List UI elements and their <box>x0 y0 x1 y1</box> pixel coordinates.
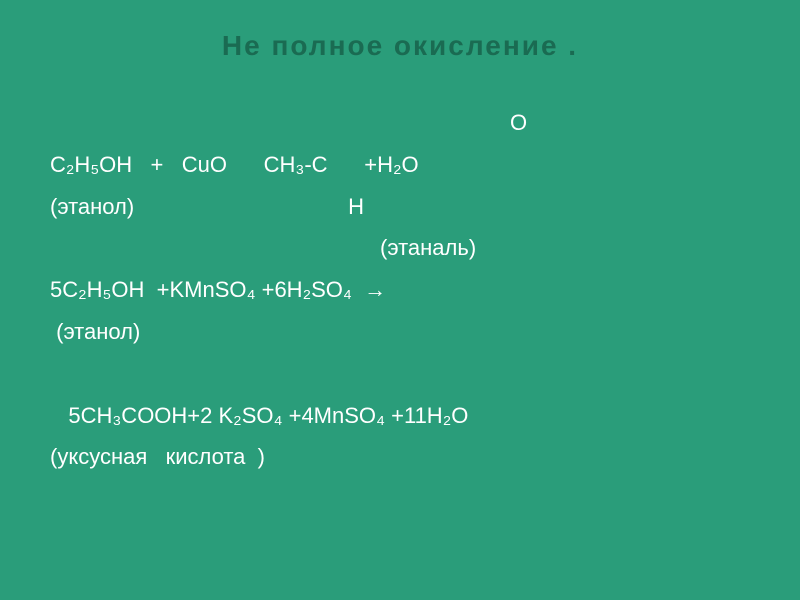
line-oxygen: O <box>50 102 750 144</box>
bond-lines-svg <box>50 478 800 600</box>
slide-title: Не полное окисление . <box>50 30 750 62</box>
line-ethanol-h: (этанол) H <box>50 186 750 228</box>
reaction1-lhs: C₂H₅OH + CuO <box>50 152 227 177</box>
line-reaction1: C₂H₅OH + CuO CH₃-C +H₂O <box>50 144 750 186</box>
line-blank <box>50 353 750 395</box>
line-reaction3: 5CH₃COOH+2 K₂SO₄ +4MnSO₄ +11H₂O <box>50 395 750 437</box>
line-ethanol2: (этанол) <box>50 311 750 353</box>
ethanol-label: (этанол) <box>50 194 134 219</box>
reaction1-rhs: CH₃-C +H₂O <box>264 152 419 177</box>
slide-content: O C₂H₅OH + CuO CH₃-C +H₂O (этанол) H (эт… <box>50 102 750 478</box>
line-reaction2: 5C₂H₅OH +KMnSO₄ +6H₂SO₄ → <box>50 269 750 311</box>
line-ethanal: (этаналь) <box>50 227 750 269</box>
line-acid: (уксусная кислота ) <box>50 436 750 478</box>
slide-root: Не полное окисление . O C₂H₅OH + CuO CH₃… <box>0 0 800 600</box>
hydrogen-label: H <box>348 194 364 219</box>
